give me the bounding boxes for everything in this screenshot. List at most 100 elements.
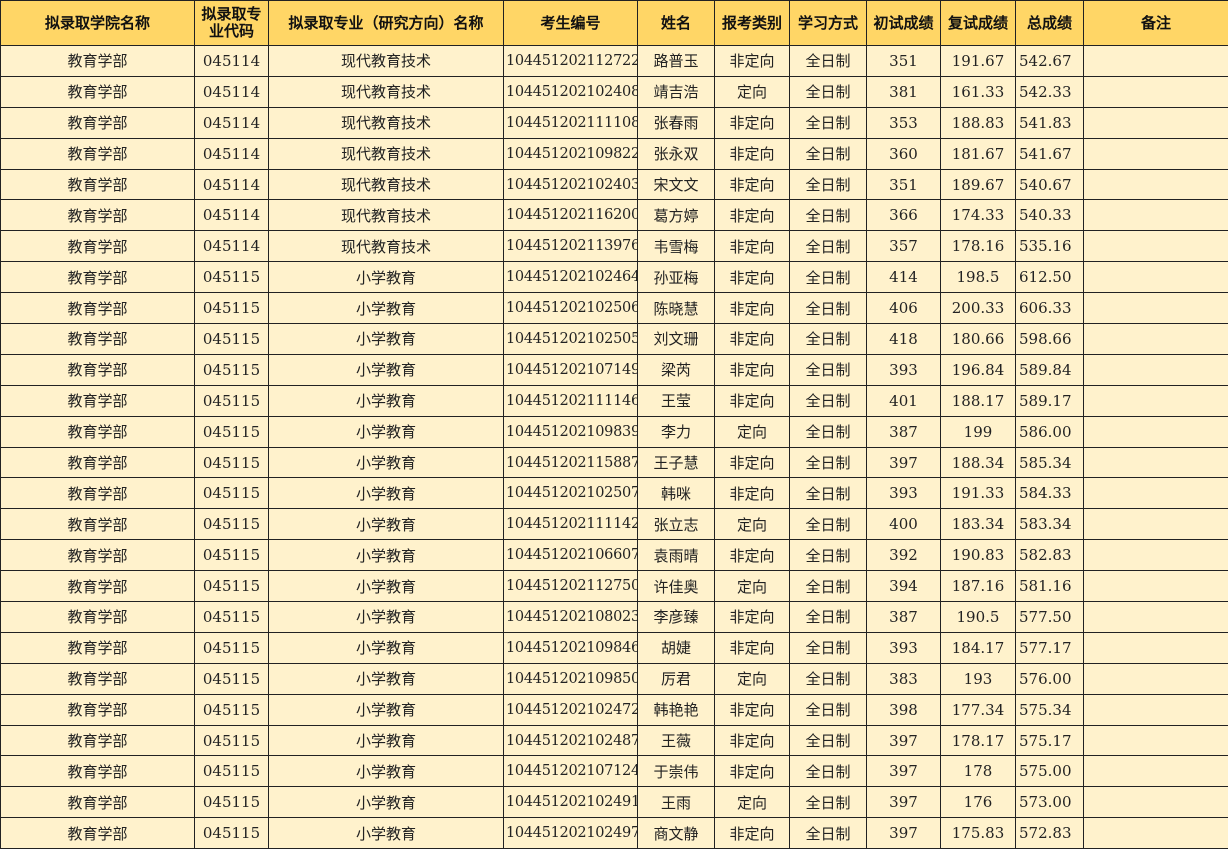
cell-retest-score: 200.33: [940, 292, 1016, 325]
cell-college: 教育学部: [0, 137, 195, 170]
header-total-score: 总成绩: [1015, 0, 1084, 46]
cell-major-code: 045115: [194, 323, 269, 355]
cell-total-score: 535.16: [1015, 230, 1084, 263]
cell-name: 厉君: [637, 662, 715, 695]
cell-retest-score: 178.16: [940, 230, 1016, 263]
cell-college: 教育学部: [0, 230, 195, 263]
cell-retest-score: 178: [940, 755, 1016, 788]
cell-candidate-id: 104451202102505: [503, 323, 638, 355]
cell-category: 非定向: [714, 353, 790, 386]
header-major-name: 拟录取专业（研究方向）名称: [268, 0, 504, 46]
cell-major-code: 045115: [194, 292, 269, 325]
cell-initial-score: 366: [866, 199, 941, 232]
cell-candidate-id: 104451202109850: [503, 662, 638, 695]
cell-major-code: 045114: [194, 199, 269, 232]
cell-initial-score: 418: [866, 323, 941, 355]
header-initial-score: 初试成绩: [866, 0, 941, 46]
cell-initial-score: 351: [866, 168, 941, 201]
cell-category: 定向: [714, 415, 790, 448]
cell-initial-score: 397: [866, 786, 941, 819]
cell-category: 非定向: [714, 817, 790, 850]
cell-category: 非定向: [714, 199, 790, 232]
cell-retest-score: 188.83: [940, 106, 1016, 139]
cell-major-name: 小学教育: [268, 631, 504, 664]
cell-retest-score: 189.67: [940, 168, 1016, 201]
cell-candidate-id: 104451202116200: [503, 199, 638, 232]
cell-college: 教育学部: [0, 446, 195, 479]
cell-initial-score: 387: [866, 415, 941, 448]
cell-major-code: 045115: [194, 755, 269, 788]
cell-name: 宋文文: [637, 168, 715, 201]
cell-remarks: [1083, 662, 1228, 695]
cell-name: 靖吉浩: [637, 75, 715, 108]
cell-name: 许佳奥: [637, 570, 715, 603]
cell-name: 韦雪梅: [637, 230, 715, 263]
cell-remarks: [1083, 724, 1228, 757]
cell-candidate-id: 104451202102507: [503, 477, 638, 510]
cell-initial-score: 398: [866, 693, 941, 726]
cell-remarks: [1083, 168, 1228, 201]
cell-college: 教育学部: [0, 353, 195, 386]
cell-major-name: 小学教育: [268, 539, 504, 572]
cell-study-mode: 全日制: [789, 817, 867, 850]
table-row: 教育学部 045115 小学教育 104451202102487 王薇 非定向 全日制 397…: [0, 724, 1228, 757]
cell-major-code: 045115: [194, 817, 269, 850]
cell-retest-score: 175.83: [940, 817, 1016, 850]
cell-remarks: [1083, 817, 1228, 850]
table-row: 教育学部 045115 小学教育 104451202107124 于崇伟 非定向 全日制 39…: [0, 755, 1228, 788]
cell-major-code: 045115: [194, 693, 269, 726]
cell-study-mode: 全日制: [789, 415, 867, 448]
cell-college: 教育学部: [0, 75, 195, 108]
cell-initial-score: 351: [866, 45, 941, 77]
cell-category: 非定向: [714, 384, 790, 417]
cell-retest-score: 191.67: [940, 45, 1016, 77]
cell-major-code: 045115: [194, 384, 269, 417]
cell-category: 非定向: [714, 137, 790, 170]
cell-remarks: [1083, 261, 1228, 294]
cell-category: 非定向: [714, 106, 790, 139]
cell-category: 定向: [714, 508, 790, 541]
cell-total-score: 540.33: [1015, 199, 1084, 232]
table-row: 教育学部 045114 现代教育技术 104451202102403 宋文文 非定向 全日制…: [0, 168, 1228, 201]
cell-study-mode: 全日制: [789, 106, 867, 139]
cell-remarks: [1083, 230, 1228, 263]
table-row: 教育学部 045115 小学教育 104451202107149 梁芮 非定向 全日制 393…: [0, 353, 1228, 386]
header-study-mode: 学习方式: [789, 0, 867, 46]
cell-total-score: 573.00: [1015, 786, 1084, 819]
cell-major-code: 045114: [194, 137, 269, 170]
cell-retest-score: 196.84: [940, 353, 1016, 386]
cell-candidate-id: 104451202111108: [503, 106, 638, 139]
cell-remarks: [1083, 199, 1228, 232]
cell-retest-score: 183.34: [940, 508, 1016, 541]
cell-name: 王雨: [637, 786, 715, 819]
cell-remarks: [1083, 446, 1228, 479]
cell-remarks: [1083, 477, 1228, 510]
cell-total-score: 606.33: [1015, 292, 1084, 325]
cell-initial-score: 383: [866, 662, 941, 695]
cell-initial-score: 360: [866, 137, 941, 170]
cell-study-mode: 全日制: [789, 662, 867, 695]
cell-candidate-id: 104451202102464: [503, 261, 638, 294]
cell-total-score: 581.16: [1015, 570, 1084, 603]
cell-total-score: 612.50: [1015, 261, 1084, 294]
cell-college: 教育学部: [0, 662, 195, 695]
cell-major-code: 045115: [194, 353, 269, 386]
cell-college: 教育学部: [0, 415, 195, 448]
cell-major-code: 045115: [194, 539, 269, 572]
cell-major-code: 045115: [194, 508, 269, 541]
cell-total-score: 540.67: [1015, 168, 1084, 201]
cell-total-score: 589.17: [1015, 384, 1084, 417]
table-row: 教育学部 045115 小学教育 104451202115887 王子慧 非定向 全日制 39…: [0, 446, 1228, 479]
cell-candidate-id: 104451202115887: [503, 446, 638, 479]
table-row: 教育学部 045115 小学教育 104451202106607 袁雨晴 非定向 全日制 39…: [0, 539, 1228, 572]
cell-study-mode: 全日制: [789, 137, 867, 170]
cell-initial-score: 357: [866, 230, 941, 263]
header-remarks: 备注: [1083, 0, 1228, 46]
cell-study-mode: 全日制: [789, 353, 867, 386]
cell-retest-score: 181.67: [940, 137, 1016, 170]
cell-college: 教育学部: [0, 755, 195, 788]
cell-major-name: 现代教育技术: [268, 168, 504, 201]
table-body: 教育学部 045114 现代教育技术 104451202112722 路普玉 非定向 全日制…: [0, 45, 1228, 850]
cell-retest-score: 191.33: [940, 477, 1016, 510]
cell-major-name: 小学教育: [268, 292, 504, 325]
